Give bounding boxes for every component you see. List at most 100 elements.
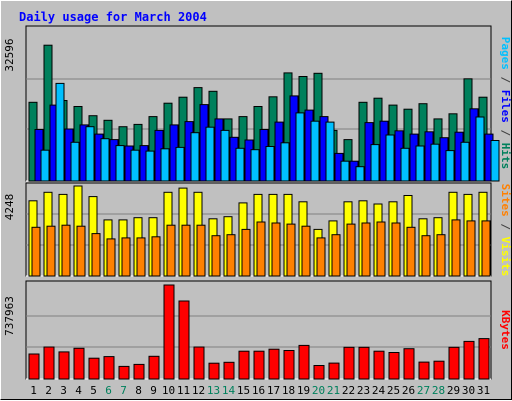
bar-sites-day-27 xyxy=(421,235,431,277)
bar-pages-day-8 xyxy=(145,150,155,182)
day-label-25: 25 xyxy=(387,384,400,397)
bar-sites-day-18 xyxy=(286,223,296,277)
bar-sites-day-17 xyxy=(271,222,281,277)
bar-kbytes-day-9 xyxy=(148,355,160,380)
bar-pages-day-28 xyxy=(445,150,455,182)
bar-sites-day-7 xyxy=(121,237,131,277)
bar-sites-day-24 xyxy=(376,221,386,277)
day-label-23: 23 xyxy=(357,384,370,397)
bar-kbytes-day-29 xyxy=(448,346,460,380)
bar-pages-day-5 xyxy=(100,138,110,182)
bar-pages-day-11 xyxy=(190,132,200,182)
bar-sites-day-3 xyxy=(61,224,71,277)
bar-kbytes-day-6 xyxy=(103,356,115,380)
day-label-21: 21 xyxy=(327,384,340,397)
bar-sites-day-30 xyxy=(466,220,476,277)
day-label-13: 13 xyxy=(207,384,220,397)
day-label-18: 18 xyxy=(282,384,295,397)
ymax-label-2: 4248 xyxy=(3,194,16,221)
ymax-label-1: 32596 xyxy=(3,38,16,71)
bar-sites-day-12 xyxy=(196,224,206,277)
bar-kbytes-day-15 xyxy=(238,350,250,380)
bar-kbytes-day-22 xyxy=(343,346,355,380)
bar-kbytes-day-16 xyxy=(253,350,265,380)
axis-label-3: KBytes xyxy=(499,310,512,350)
bar-sites-day-16 xyxy=(256,221,266,277)
bar-sites-day-26 xyxy=(406,226,416,277)
bar-pages-day-31 xyxy=(490,140,500,182)
bar-pages-day-2 xyxy=(55,82,65,182)
day-label-30: 30 xyxy=(462,384,475,397)
bar-pages-day-12 xyxy=(205,126,215,182)
bar-pages-day-26 xyxy=(415,145,425,182)
bar-pages-day-27 xyxy=(430,143,440,182)
day-label-19: 19 xyxy=(297,384,310,397)
day-label-3: 3 xyxy=(60,384,67,397)
bar-kbytes-day-7 xyxy=(118,365,130,380)
bar-sites-day-23 xyxy=(361,222,371,277)
bar-sites-day-9 xyxy=(151,236,161,277)
bar-kbytes-day-20 xyxy=(313,365,325,380)
day-label-7: 7 xyxy=(120,384,127,397)
day-label-29: 29 xyxy=(447,384,460,397)
bar-kbytes-day-1 xyxy=(28,353,40,380)
bar-kbytes-day-19 xyxy=(298,344,310,380)
axis-label-2: Sites / Visits xyxy=(499,184,512,277)
bar-pages-day-25 xyxy=(400,147,410,182)
ymax-label-3: 737963 xyxy=(3,296,16,336)
bar-sites-day-8 xyxy=(136,237,146,277)
day-label-5: 5 xyxy=(90,384,97,397)
bar-kbytes-day-12 xyxy=(193,346,205,380)
bar-sites-day-29 xyxy=(451,219,461,277)
bar-sites-day-15 xyxy=(241,228,251,277)
bar-pages-day-9 xyxy=(160,148,170,182)
day-label-16: 16 xyxy=(252,384,265,397)
bar-kbytes-day-18 xyxy=(283,350,295,380)
day-label-2: 2 xyxy=(45,384,52,397)
bar-pages-day-20 xyxy=(325,121,335,182)
bar-pages-day-18 xyxy=(295,112,305,182)
day-label-24: 24 xyxy=(372,384,386,397)
bar-sites-day-10 xyxy=(166,224,176,277)
bar-pages-day-17 xyxy=(280,142,290,182)
day-label-28: 28 xyxy=(432,384,445,397)
bar-pages-day-10 xyxy=(175,146,185,182)
bar-kbytes-day-27 xyxy=(418,361,430,380)
bar-sites-day-2 xyxy=(46,225,56,277)
bar-pages-day-15 xyxy=(250,149,260,182)
bar-pages-day-29 xyxy=(460,141,470,182)
bar-pages-day-16 xyxy=(265,146,275,182)
bar-pages-day-24 xyxy=(385,134,395,182)
day-label-1: 1 xyxy=(30,384,37,397)
bar-sites-day-21 xyxy=(331,234,341,277)
bar-kbytes-day-14 xyxy=(223,361,235,380)
bar-kbytes-day-2 xyxy=(43,346,55,380)
bar-kbytes-day-10 xyxy=(163,284,175,380)
bar-sites-day-13 xyxy=(211,235,221,277)
day-label-27: 27 xyxy=(417,384,430,397)
bar-sites-day-14 xyxy=(226,234,236,277)
day-label-15: 15 xyxy=(237,384,250,397)
bar-sites-day-28 xyxy=(436,234,446,277)
bar-pages-day-13 xyxy=(220,129,230,182)
day-label-31: 31 xyxy=(477,384,490,397)
day-label-20: 20 xyxy=(312,384,325,397)
day-label-12: 12 xyxy=(192,384,205,397)
bar-pages-day-6 xyxy=(115,145,125,182)
chart-title: Daily usage for March 2004 xyxy=(19,10,207,24)
bar-pages-day-21 xyxy=(340,160,350,182)
bar-kbytes-day-5 xyxy=(88,357,100,380)
bar-sites-day-6 xyxy=(106,238,116,277)
bar-kbytes-day-23 xyxy=(358,346,370,380)
day-label-22: 22 xyxy=(342,384,355,397)
bar-kbytes-day-28 xyxy=(433,360,445,380)
bar-pages-day-1 xyxy=(40,149,50,182)
bar-kbytes-day-17 xyxy=(268,348,280,380)
bar-kbytes-day-24 xyxy=(373,350,385,380)
bar-sites-day-11 xyxy=(181,224,191,277)
day-label-6: 6 xyxy=(105,384,112,397)
bar-pages-day-23 xyxy=(370,144,380,182)
day-label-10: 10 xyxy=(162,384,175,397)
